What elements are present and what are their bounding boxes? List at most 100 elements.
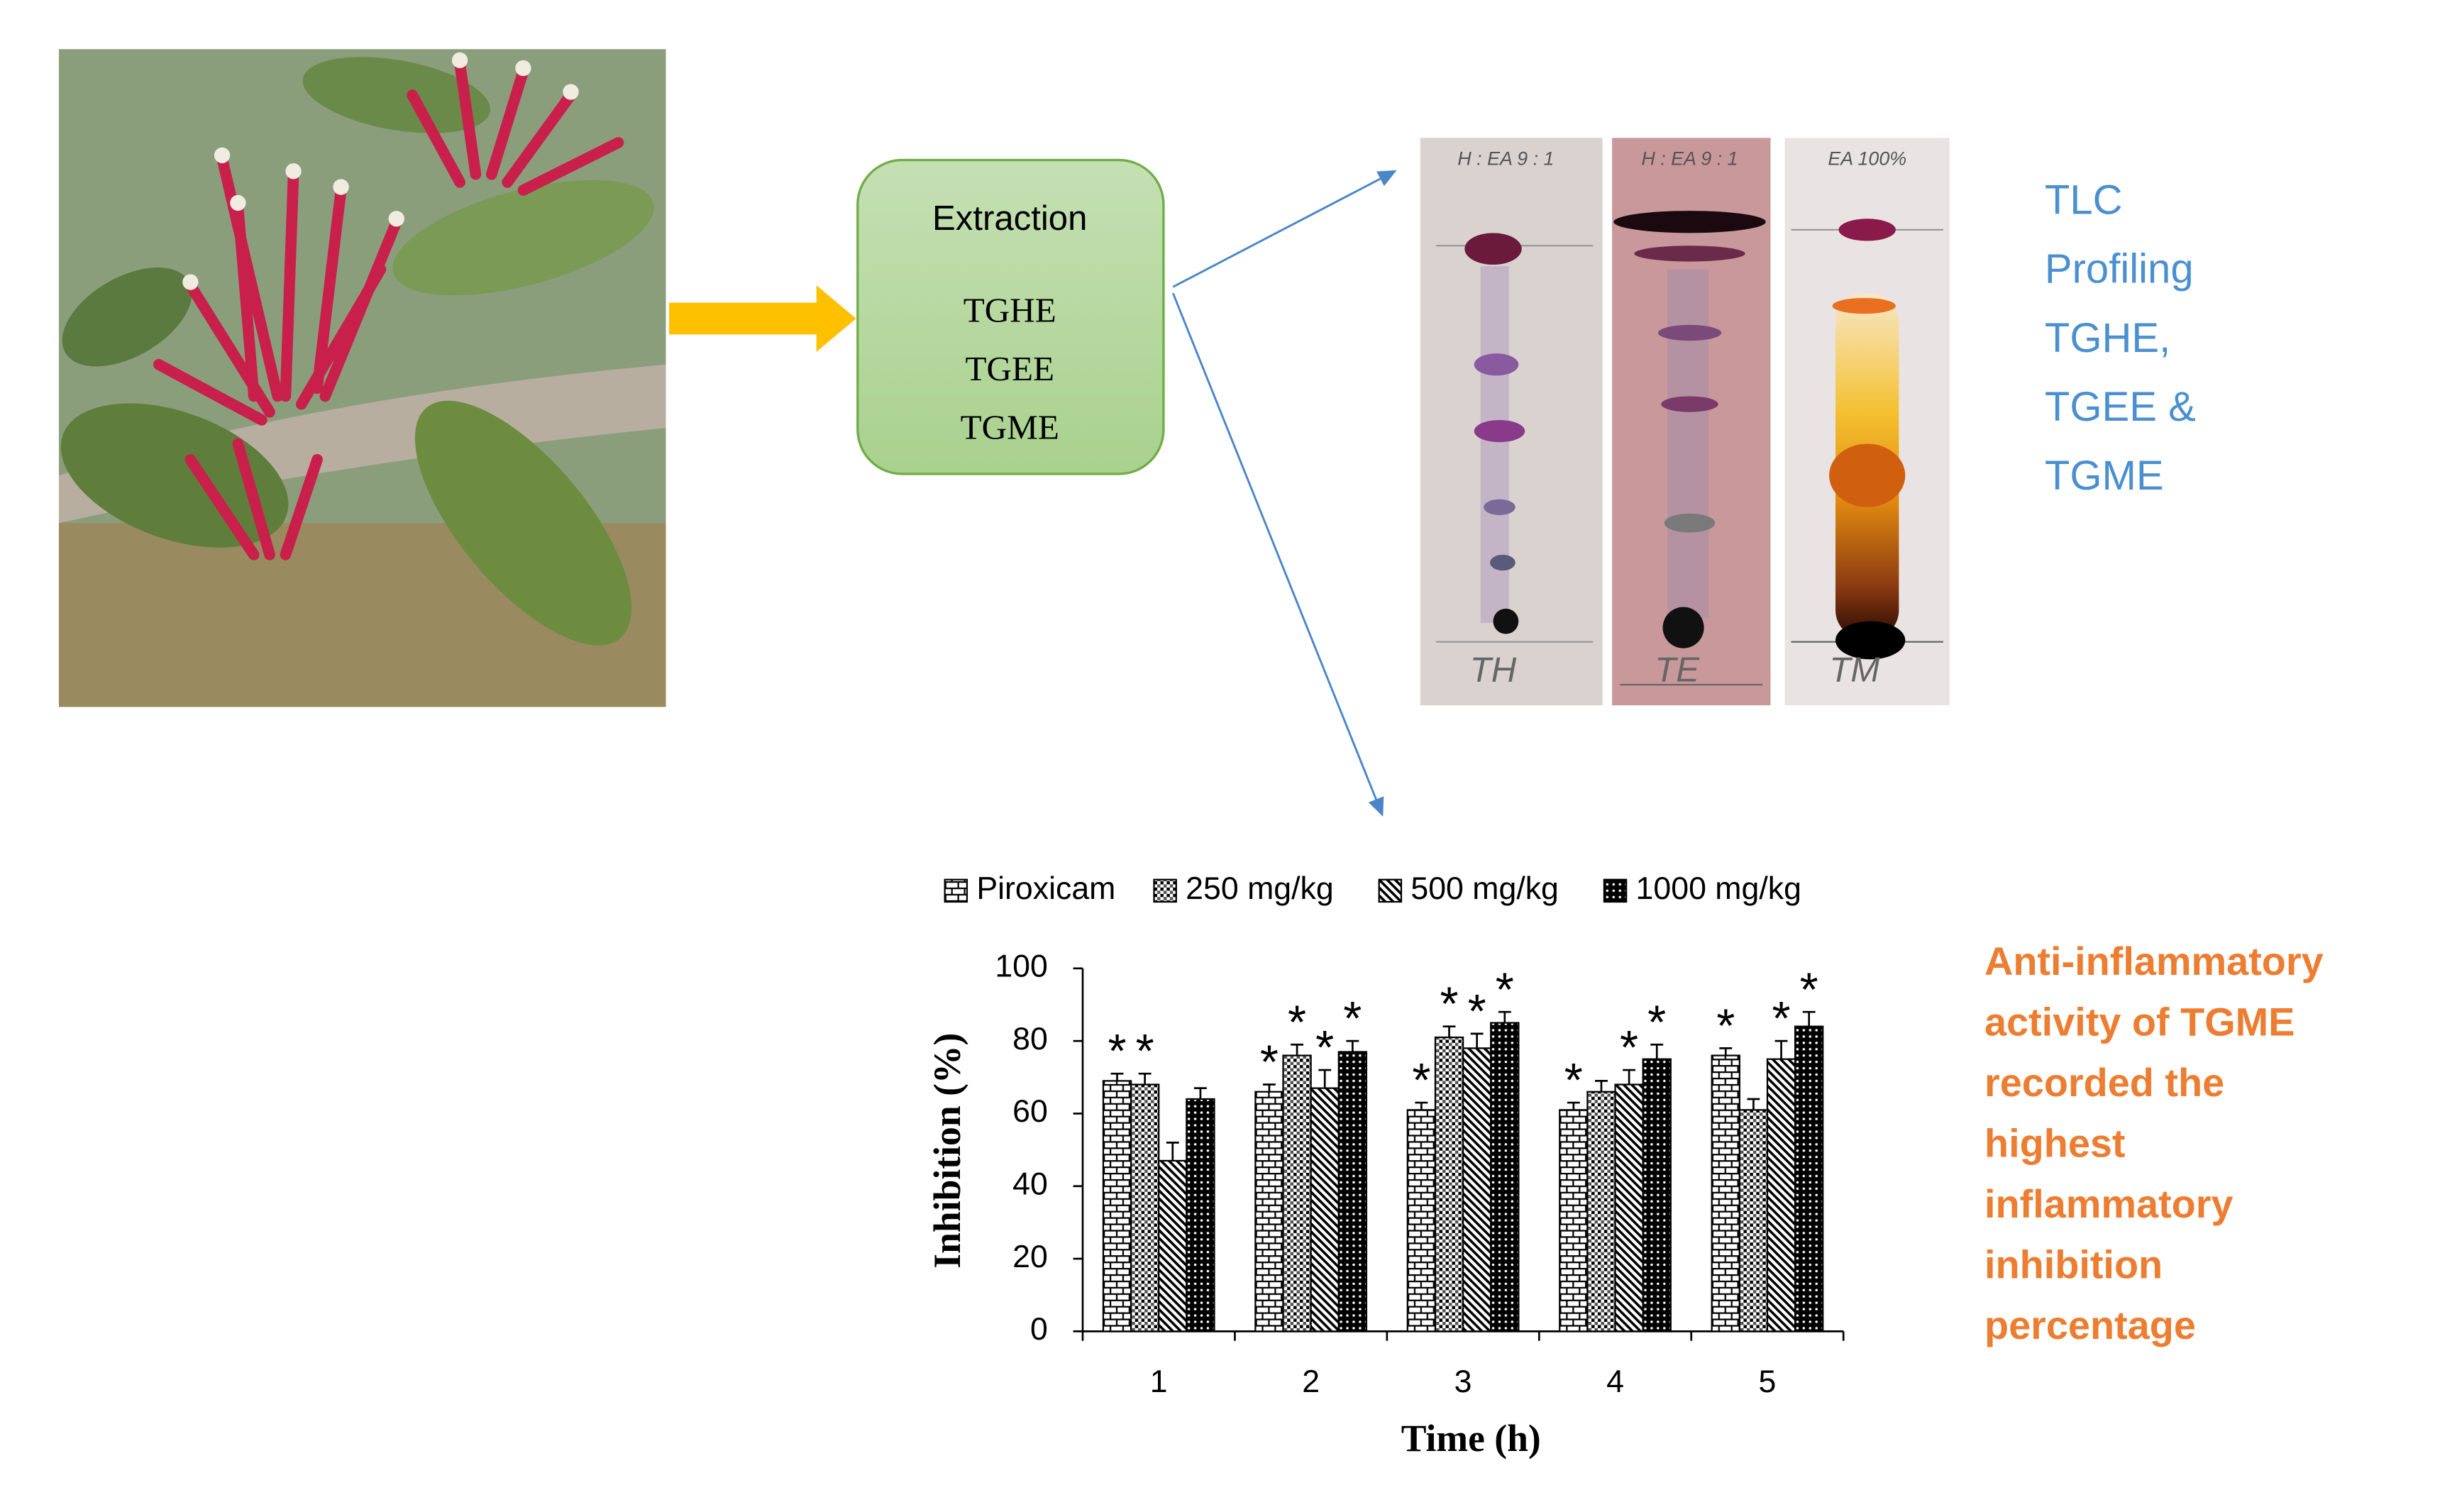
conclusion-line: inhibition	[1984, 1242, 2163, 1287]
legend-label: Piroxicam	[976, 871, 1115, 906]
bar	[1130, 1083, 1160, 1332]
significance-mark: *	[1468, 985, 1486, 1038]
extract-name: TGEE	[965, 349, 1054, 388]
plate-solvent: EA 100%	[1828, 148, 1906, 169]
legend-swatch	[1603, 878, 1628, 903]
plate-label: TE	[1655, 651, 1700, 690]
plate-solvent: H : EA 9 : 1	[1457, 148, 1554, 169]
error-bar	[1291, 1043, 1304, 1056]
bar	[1794, 1025, 1824, 1332]
significance-mark: *	[1620, 1021, 1638, 1074]
significance-mark: *	[1564, 1054, 1583, 1107]
error-bar	[1193, 1087, 1207, 1099]
tlc-caption-line: TGEE &	[2045, 384, 2196, 430]
conclusion-line: inflammatory	[1984, 1181, 2234, 1226]
extraction-box	[856, 158, 1165, 475]
y-tick-label: 40	[1012, 1167, 1048, 1202]
flow-arrow	[1172, 170, 1397, 288]
x-tick-label: 5	[1759, 1364, 1777, 1399]
tlc-plates	[1420, 138, 1950, 706]
extraction-title: Extraction	[932, 199, 1087, 238]
error-bar	[1802, 1010, 1816, 1027]
tlc-caption-line: TGME	[2045, 453, 2164, 499]
significance-mark: *	[1288, 995, 1306, 1049]
y-axis-label: Inhibition (%)	[926, 1033, 968, 1269]
error-bar	[1567, 1101, 1580, 1110]
significance-mark: *	[1260, 1036, 1279, 1089]
y-tick-label: 0	[1030, 1312, 1048, 1347]
significance-mark: *	[1412, 1054, 1430, 1107]
plate-label: TM	[1829, 651, 1879, 690]
error-bar	[1595, 1080, 1608, 1092]
plant-photo	[58, 49, 666, 707]
significance-mark: *	[1772, 992, 1791, 1045]
significance-mark: *	[1496, 963, 1514, 1016]
conclusion-line: recorded the	[1984, 1060, 2224, 1105]
error-bar	[1747, 1098, 1760, 1110]
significance-mark: *	[1343, 992, 1362, 1045]
x-tick-label: 1	[1150, 1364, 1168, 1399]
error-bar	[1138, 1072, 1152, 1085]
legend-label: 500 mg/kg	[1410, 871, 1559, 906]
significance-mark: *	[1315, 1021, 1334, 1074]
bar	[1186, 1098, 1215, 1332]
bar	[1337, 1051, 1368, 1332]
conclusion-line: Anti-inflammatory	[1984, 939, 2324, 983]
bar	[1766, 1058, 1796, 1332]
error-bar	[1623, 1069, 1636, 1085]
y-tick-label: 80	[1012, 1022, 1048, 1056]
bar	[1711, 1054, 1740, 1332]
bar	[1102, 1080, 1132, 1332]
bar	[1490, 1022, 1520, 1332]
bar	[1559, 1109, 1589, 1332]
error-bar	[1166, 1142, 1179, 1161]
error-bar	[1719, 1047, 1733, 1056]
bar	[1254, 1091, 1284, 1332]
tlc-caption-line: TLC	[2045, 177, 2123, 224]
conclusion-line: activity of TGME	[1984, 999, 2295, 1044]
legend-swatch	[1378, 878, 1403, 903]
plate-solvent: H : EA 9 : 1	[1642, 148, 1738, 169]
error-bar	[1650, 1043, 1664, 1059]
bar	[1158, 1159, 1188, 1332]
legend-label: 250 mg/kg	[1186, 871, 1334, 906]
error-bar	[1442, 1025, 1456, 1038]
flow-arrow	[1171, 292, 1384, 817]
extract-name: TGHE	[964, 290, 1056, 329]
error-bar	[1110, 1072, 1124, 1081]
significance-mark: *	[1440, 978, 1458, 1031]
y-tick-label: 60	[1012, 1094, 1048, 1129]
error-bar	[1415, 1101, 1428, 1110]
error-bar	[1498, 1010, 1511, 1023]
extract-name: TGME	[961, 408, 1059, 447]
conclusion-line: highest	[1984, 1120, 2126, 1165]
bar	[1434, 1036, 1464, 1332]
significance-mark: *	[1136, 1025, 1154, 1078]
bar	[1614, 1083, 1644, 1332]
tlc-caption-line: Profiling	[2045, 246, 2194, 292]
significance-mark: *	[1647, 995, 1666, 1049]
bar	[1406, 1109, 1437, 1332]
x-tick-label: 2	[1302, 1364, 1320, 1399]
x-tick-label: 4	[1606, 1364, 1624, 1399]
x-tick-label: 3	[1454, 1364, 1472, 1399]
plate-label: TH	[1470, 651, 1517, 690]
significance-mark: *	[1716, 999, 1735, 1052]
significance-mark: *	[1800, 963, 1818, 1016]
legend-label: 1000 mg/kg	[1636, 871, 1801, 906]
error-bar	[1470, 1032, 1484, 1049]
error-bar	[1774, 1039, 1788, 1059]
bar	[1738, 1109, 1769, 1332]
error-bar	[1318, 1069, 1332, 1088]
bar	[1642, 1058, 1672, 1332]
bar	[1310, 1087, 1340, 1332]
bar	[1282, 1054, 1312, 1332]
legend-swatch	[1153, 878, 1177, 903]
tlc-caption-line: TGHE,	[2045, 315, 2170, 361]
conclusion-line: percentage	[1984, 1303, 2196, 1347]
significance-mark: *	[1108, 1025, 1126, 1078]
y-tick-label: 20	[1012, 1240, 1048, 1274]
process-arrow	[668, 285, 856, 352]
